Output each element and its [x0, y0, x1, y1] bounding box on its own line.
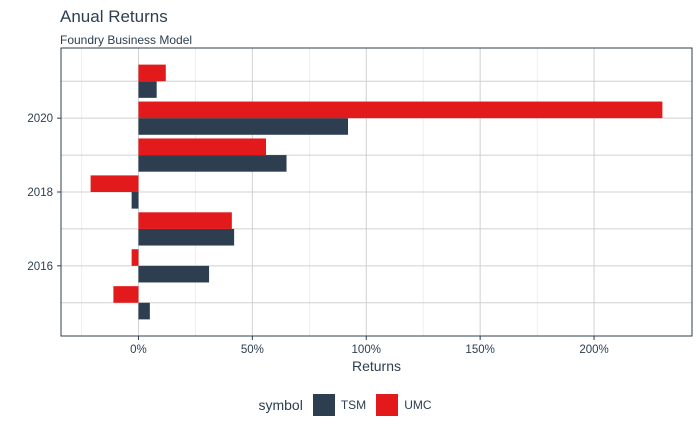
bars: [90, 64, 663, 320]
bar-umc-2019: [138, 138, 267, 156]
x-tick-label: 200%: [579, 344, 608, 356]
chart-subtitle: Foundry Business Model: [60, 33, 193, 47]
y-tick-label: 2020: [27, 113, 53, 125]
bar-tsm-2020: [138, 118, 349, 135]
bar-tsm-2017: [138, 228, 235, 246]
bar-tsm-2018: [131, 192, 139, 209]
legend: symbol TSM UMC: [0, 394, 700, 416]
y-tick-label: 2018: [27, 187, 53, 199]
bar-tsm-2015: [138, 302, 150, 320]
x-tick-label: 50%: [241, 344, 264, 356]
x-tick-label: 100%: [352, 344, 381, 356]
legend-title: symbol: [258, 397, 303, 413]
legend-item-umc: UMC: [376, 394, 432, 416]
bar-umc-2018: [90, 175, 139, 192]
legend-label-tsm: TSM: [340, 398, 367, 412]
x-axis-title: Returns: [352, 358, 401, 374]
bar-umc-2015: [113, 286, 139, 303]
bar-umc-2020: [138, 101, 663, 119]
legend-item-tsm: TSM: [312, 394, 367, 416]
bar-tsm-2021: [138, 81, 157, 98]
bar-tsm-2016: [138, 265, 210, 283]
legend-swatch-umc: [376, 394, 399, 416]
legend-label-umc: UMC: [404, 398, 432, 412]
y-axis-ticks: 2016 2018 2020: [27, 113, 61, 273]
bar-tsm-2019: [138, 155, 287, 172]
x-axis-ticks: 0% 50% 100% 150% 200%: [130, 336, 609, 356]
bar-umc-2021: [138, 64, 166, 82]
y-tick-label: 2016: [27, 261, 53, 273]
x-tick-label: 150%: [465, 344, 494, 356]
chart-title: Anual Returns: [60, 7, 168, 26]
x-tick-label: 0%: [130, 344, 147, 356]
bar-chart: 0% 50% 100% 150% 200% 2016 2018 2020 Returns: [27, 47, 693, 374]
bar-umc-2017: [138, 212, 232, 229]
bar-umc-2016: [131, 249, 139, 266]
legend-swatch-tsm: [312, 394, 335, 416]
